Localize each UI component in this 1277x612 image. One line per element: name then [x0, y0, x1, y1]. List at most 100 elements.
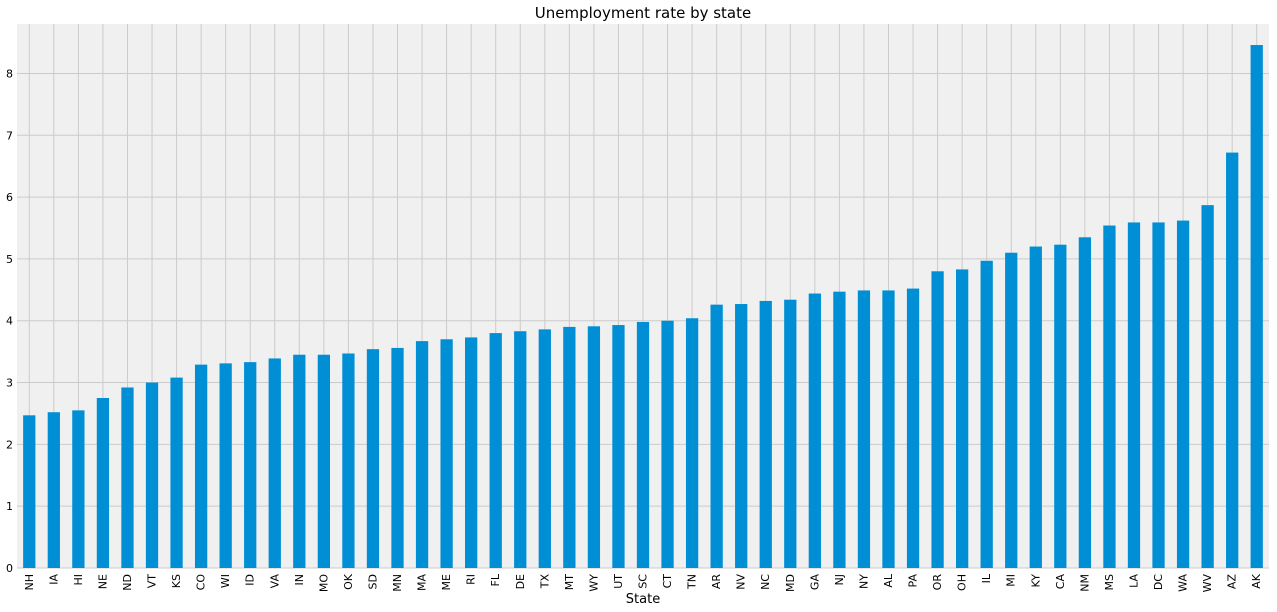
x-tick-label: KS	[170, 574, 183, 588]
bar-pa	[906, 288, 920, 568]
bar-ms	[1103, 225, 1116, 568]
x-tick-label: CA	[1054, 574, 1067, 590]
x-axis-title: State	[626, 592, 660, 607]
x-tick-label: AK	[1250, 573, 1263, 589]
bar-wy	[587, 326, 601, 568]
x-tick-label: WY	[587, 574, 600, 592]
x-tick-label: NH	[23, 574, 36, 591]
x-tick-label: MO	[317, 574, 330, 592]
bar-tx	[538, 329, 551, 568]
bar-az	[1226, 152, 1239, 568]
x-tick-label: NJ	[833, 574, 846, 585]
x-tick-label: GA	[808, 574, 821, 591]
bar-nc	[759, 300, 772, 568]
bar-or	[931, 271, 944, 568]
x-tick-label: MN	[391, 574, 404, 592]
x-axis-ticks: NH IA HI NE ND VT KS CO WI ID VA IN MO OK SD MN MA ME RI FL…	[23, 573, 1263, 592]
bar-ny	[857, 290, 871, 568]
x-tick-label: TN	[686, 574, 699, 590]
y-tick-label: 0	[6, 562, 13, 575]
x-tick-label: DE	[514, 574, 527, 589]
bar-ia	[47, 412, 60, 568]
x-tick-label: IN	[293, 574, 306, 585]
bar-mi	[1005, 252, 1018, 568]
x-tick-label: WI	[219, 574, 232, 588]
bar-mo	[317, 354, 330, 568]
bar-vt	[145, 382, 159, 568]
x-tick-label: SC	[637, 574, 650, 589]
bar-ky	[1029, 246, 1042, 568]
y-tick-label: 1	[6, 500, 13, 513]
x-tick-label: FL	[489, 573, 502, 586]
bar-oh	[956, 269, 969, 568]
bar-tn	[685, 318, 699, 568]
x-tick-label: NC	[759, 574, 772, 590]
x-tick-label: WV	[1201, 574, 1214, 593]
bar-id	[244, 362, 257, 568]
bar-wa	[1176, 220, 1190, 568]
bar-co	[194, 364, 208, 568]
bar-nh	[23, 415, 36, 568]
bar-ks	[170, 377, 183, 568]
y-tick-label: 6	[6, 191, 13, 204]
bar-ma	[415, 341, 429, 568]
y-tick-label: 3	[6, 377, 13, 390]
bar-ar	[710, 304, 723, 568]
x-tick-label: LA	[1127, 574, 1140, 588]
bar-nj	[833, 291, 846, 568]
x-tick-label: NV	[735, 574, 748, 590]
bar-in	[293, 354, 306, 568]
y-tick-label: 8	[6, 67, 13, 80]
x-tick-label: ME	[440, 574, 453, 590]
bar-ok	[342, 353, 355, 568]
bar-ak	[1250, 45, 1263, 568]
bar-ca	[1054, 244, 1067, 568]
x-tick-label: AL	[882, 573, 895, 588]
bar-il	[980, 260, 993, 568]
x-tick-label: MI	[1005, 574, 1018, 587]
bar-dc	[1152, 222, 1165, 568]
bar-mt	[563, 326, 576, 568]
x-tick-label: DC	[1152, 574, 1165, 590]
bar-va	[268, 358, 281, 568]
x-tick-label: AZ	[1226, 574, 1239, 590]
x-tick-label: HI	[72, 574, 85, 586]
x-tick-label: CO	[195, 574, 208, 591]
bar-ut	[612, 325, 625, 568]
x-tick-label: ND	[121, 574, 134, 591]
bar-mn	[391, 347, 404, 568]
bar-md	[784, 299, 797, 568]
y-tick-label: 2	[6, 438, 13, 451]
bar-hi	[72, 410, 85, 568]
bar-nv	[735, 304, 748, 568]
x-tick-label: KY	[1029, 574, 1042, 588]
x-tick-label: NE	[96, 574, 109, 589]
x-tick-label: AR	[710, 574, 723, 590]
x-tick-label: SD	[366, 574, 379, 589]
x-tick-label: CT	[661, 574, 674, 589]
x-tick-label: MA	[416, 574, 429, 591]
bar-wv	[1201, 205, 1214, 569]
chart-title: Unemployment rate by state	[535, 4, 751, 22]
x-tick-label: IL	[980, 573, 993, 583]
x-tick-label: OR	[931, 574, 944, 591]
x-tick-label: PA	[907, 574, 920, 588]
x-tick-label: TX	[538, 574, 551, 590]
x-tick-label: VT	[146, 574, 159, 589]
bar-nd	[121, 387, 134, 568]
bar-fl	[489, 333, 502, 568]
x-tick-label: MD	[784, 574, 797, 592]
x-tick-label: NM	[1078, 574, 1091, 592]
x-tick-label: RI	[465, 574, 478, 585]
bar-sd	[366, 349, 380, 568]
bar-me	[440, 339, 453, 568]
x-tick-label: OH	[956, 574, 969, 591]
y-tick-label: 4	[6, 315, 13, 328]
bar-ga	[808, 293, 821, 568]
bars	[23, 45, 1263, 569]
bar-ct	[661, 320, 674, 568]
bar-nm	[1078, 237, 1092, 569]
bar-de	[514, 331, 527, 568]
x-tick-label: NY	[857, 574, 870, 589]
